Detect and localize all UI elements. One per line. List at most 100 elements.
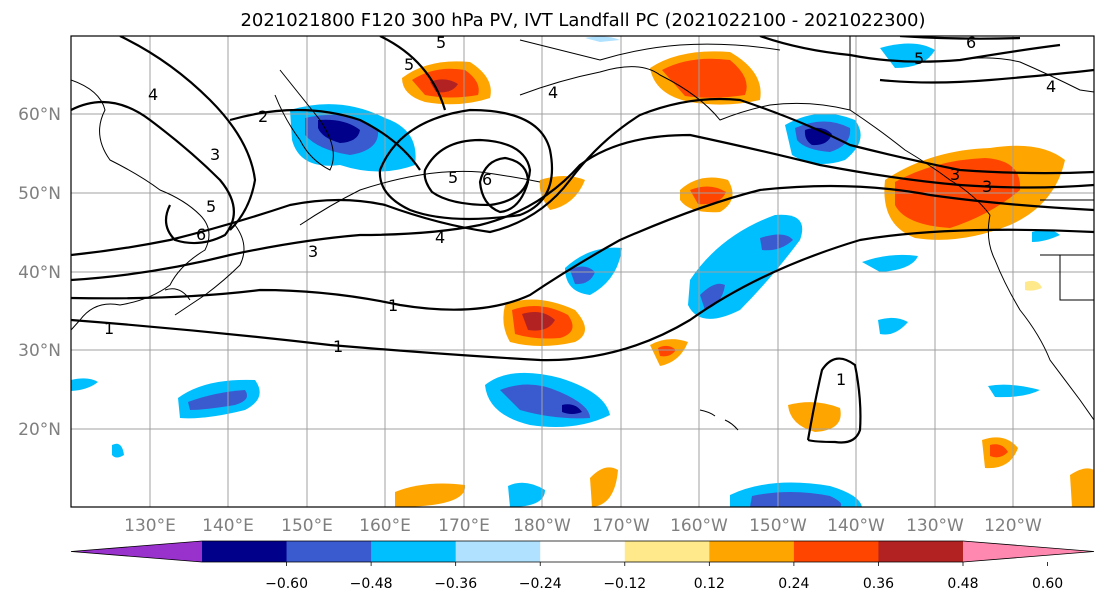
- contour-label: 3: [308, 242, 318, 261]
- contour-line: [71, 133, 1094, 282]
- colorbar-tick-label: −0.12: [603, 576, 646, 592]
- contour-line: [229, 108, 421, 171]
- na-borders: [1040, 199, 1094, 301]
- negative-anomaly-west-core: [188, 390, 248, 410]
- positive-anomaly-small-5: [395, 483, 466, 507]
- colorbar-tick-label: −0.24: [519, 576, 562, 592]
- contour-label: 1: [333, 337, 343, 356]
- colorbar-segment: [371, 541, 457, 562]
- latitude-label: 30°N: [18, 341, 61, 361]
- japan-coastline: [164, 224, 245, 316]
- contour-label: 3: [950, 165, 960, 184]
- colorbar-tick-label: 0.36: [863, 576, 894, 592]
- negative-anomaly-small-1-core: [570, 266, 595, 285]
- negative-anomaly-small-10-core: [750, 492, 842, 507]
- colorbar-tick-label: −0.48: [350, 576, 393, 592]
- latitude-label: 40°N: [18, 263, 61, 283]
- contour-label: 4: [435, 228, 445, 247]
- kamchatka-coastline: [274, 69, 334, 171]
- arctic-coastline: [519, 36, 1094, 110]
- longitude-label: 160°E: [359, 516, 411, 536]
- longitude-label: 140°E: [202, 516, 254, 536]
- colorbar-segment: [878, 541, 964, 562]
- contour-label: 5: [436, 33, 446, 52]
- coastlines: [71, 36, 1094, 431]
- colorbar-tick-label: −0.60: [265, 576, 308, 592]
- negative-anomaly-small-4: [988, 384, 1040, 398]
- figure-title: 2021021800 F120 300 hPa PV, IVT Landfall…: [240, 10, 925, 31]
- colorbar-segment: [624, 541, 710, 562]
- contour-lines: [71, 36, 1094, 444]
- colorbar-tick-label: 0.24: [778, 576, 809, 592]
- longitude-label: 170°E: [438, 516, 490, 536]
- positive-anomaly-small-8: [1025, 280, 1042, 291]
- contour-label: 5: [448, 168, 458, 187]
- longitude-label: 170°W: [592, 516, 650, 536]
- hawaii-islands: [699, 409, 739, 431]
- contour-line: [71, 184, 1094, 311]
- negative-anomaly-kamchatka-max: [318, 119, 360, 143]
- colorbar-segment: [709, 541, 795, 562]
- negative-anomaly-central-core2: [760, 234, 793, 251]
- contour-label: 3: [210, 145, 220, 164]
- colorbar-segment: [286, 541, 372, 562]
- colorbar-segment: [202, 541, 288, 562]
- positive-anomaly-small-2-core: [658, 345, 676, 357]
- contour-line: [423, 138, 532, 207]
- contour-line: [806, 357, 862, 444]
- contour-label: 4: [148, 85, 158, 104]
- contour-label: 1: [388, 296, 398, 315]
- colorbar-segment: [455, 541, 541, 562]
- longitude-label: 150°E: [281, 516, 333, 536]
- latitude-labels: 60°N 50°N 40°N 30°N 20°N: [18, 105, 61, 440]
- latitude-label: 50°N: [18, 184, 61, 204]
- contour-label: 6: [196, 225, 206, 244]
- contour-line: [478, 156, 530, 214]
- asia-coastline: [71, 79, 210, 331]
- contour-label: 1: [836, 370, 846, 389]
- contour-line: [378, 108, 554, 221]
- positive-anomaly-small-6: [590, 467, 618, 507]
- latitude-label: 20°N: [18, 420, 61, 440]
- latitude-label: 60°N: [18, 105, 61, 125]
- contour-label: 4: [548, 83, 558, 102]
- colorbar-outline: [70, 540, 1095, 563]
- contour-label: 5: [404, 55, 414, 74]
- positive-anomaly-small-7: [1070, 468, 1094, 507]
- contour-label-group: 5 6 5 4 3 2 1 1 1 3 4 5 6 4 5 3 1 6 5 4 …: [104, 33, 1056, 389]
- colorbar-tick-label: 0.60: [1032, 576, 1063, 592]
- longitude-label: 120°W: [984, 516, 1042, 536]
- negative-anomaly-subtropical-max: [562, 404, 582, 414]
- contour-line: [71, 97, 1094, 257]
- contour-line: [379, 36, 447, 111]
- contour-line: [899, 36, 1021, 40]
- contour-line: [879, 68, 1094, 84]
- negative-anomaly-small-2: [862, 254, 918, 272]
- positive-anomaly-small-3: [788, 402, 841, 432]
- longitude-label: 130°E: [124, 516, 176, 536]
- contour-line: [71, 100, 235, 245]
- longitude-labels: 130°E 140°E 150°E 160°E 170°E 180°W 170°W 160°W…: [124, 516, 1042, 536]
- contour-label: 1: [104, 319, 114, 338]
- negative-anomaly-small-6: [112, 443, 124, 458]
- contour-label: 5: [206, 197, 216, 216]
- positive-anomaly-date-line-max: [522, 312, 555, 331]
- colorbar-tick-label: −0.36: [434, 576, 477, 592]
- negative-anomaly-central-core: [700, 283, 725, 310]
- contour-line: [119, 36, 257, 231]
- colorbar-tick-label: 0.48: [947, 576, 978, 592]
- contour-label: 6: [966, 33, 976, 52]
- negative-anomaly-small-3: [878, 317, 908, 335]
- colorbar-extend-min: [71, 541, 202, 562]
- na-west-coastline: [987, 214, 1094, 421]
- negative-anomaly-small-9: [508, 482, 545, 507]
- map-frame: [70, 35, 1095, 508]
- colorbar-tick-label: 0.12: [694, 576, 725, 592]
- contour-label: 6: [482, 170, 492, 189]
- positive-anomaly-small-4-core: [990, 444, 1008, 458]
- colorbar-segment: [540, 541, 626, 562]
- negative-anomaly-small-11: [585, 36, 620, 42]
- longitude-label: 180°W: [513, 516, 571, 536]
- colorbar-extend-max: [963, 541, 1094, 562]
